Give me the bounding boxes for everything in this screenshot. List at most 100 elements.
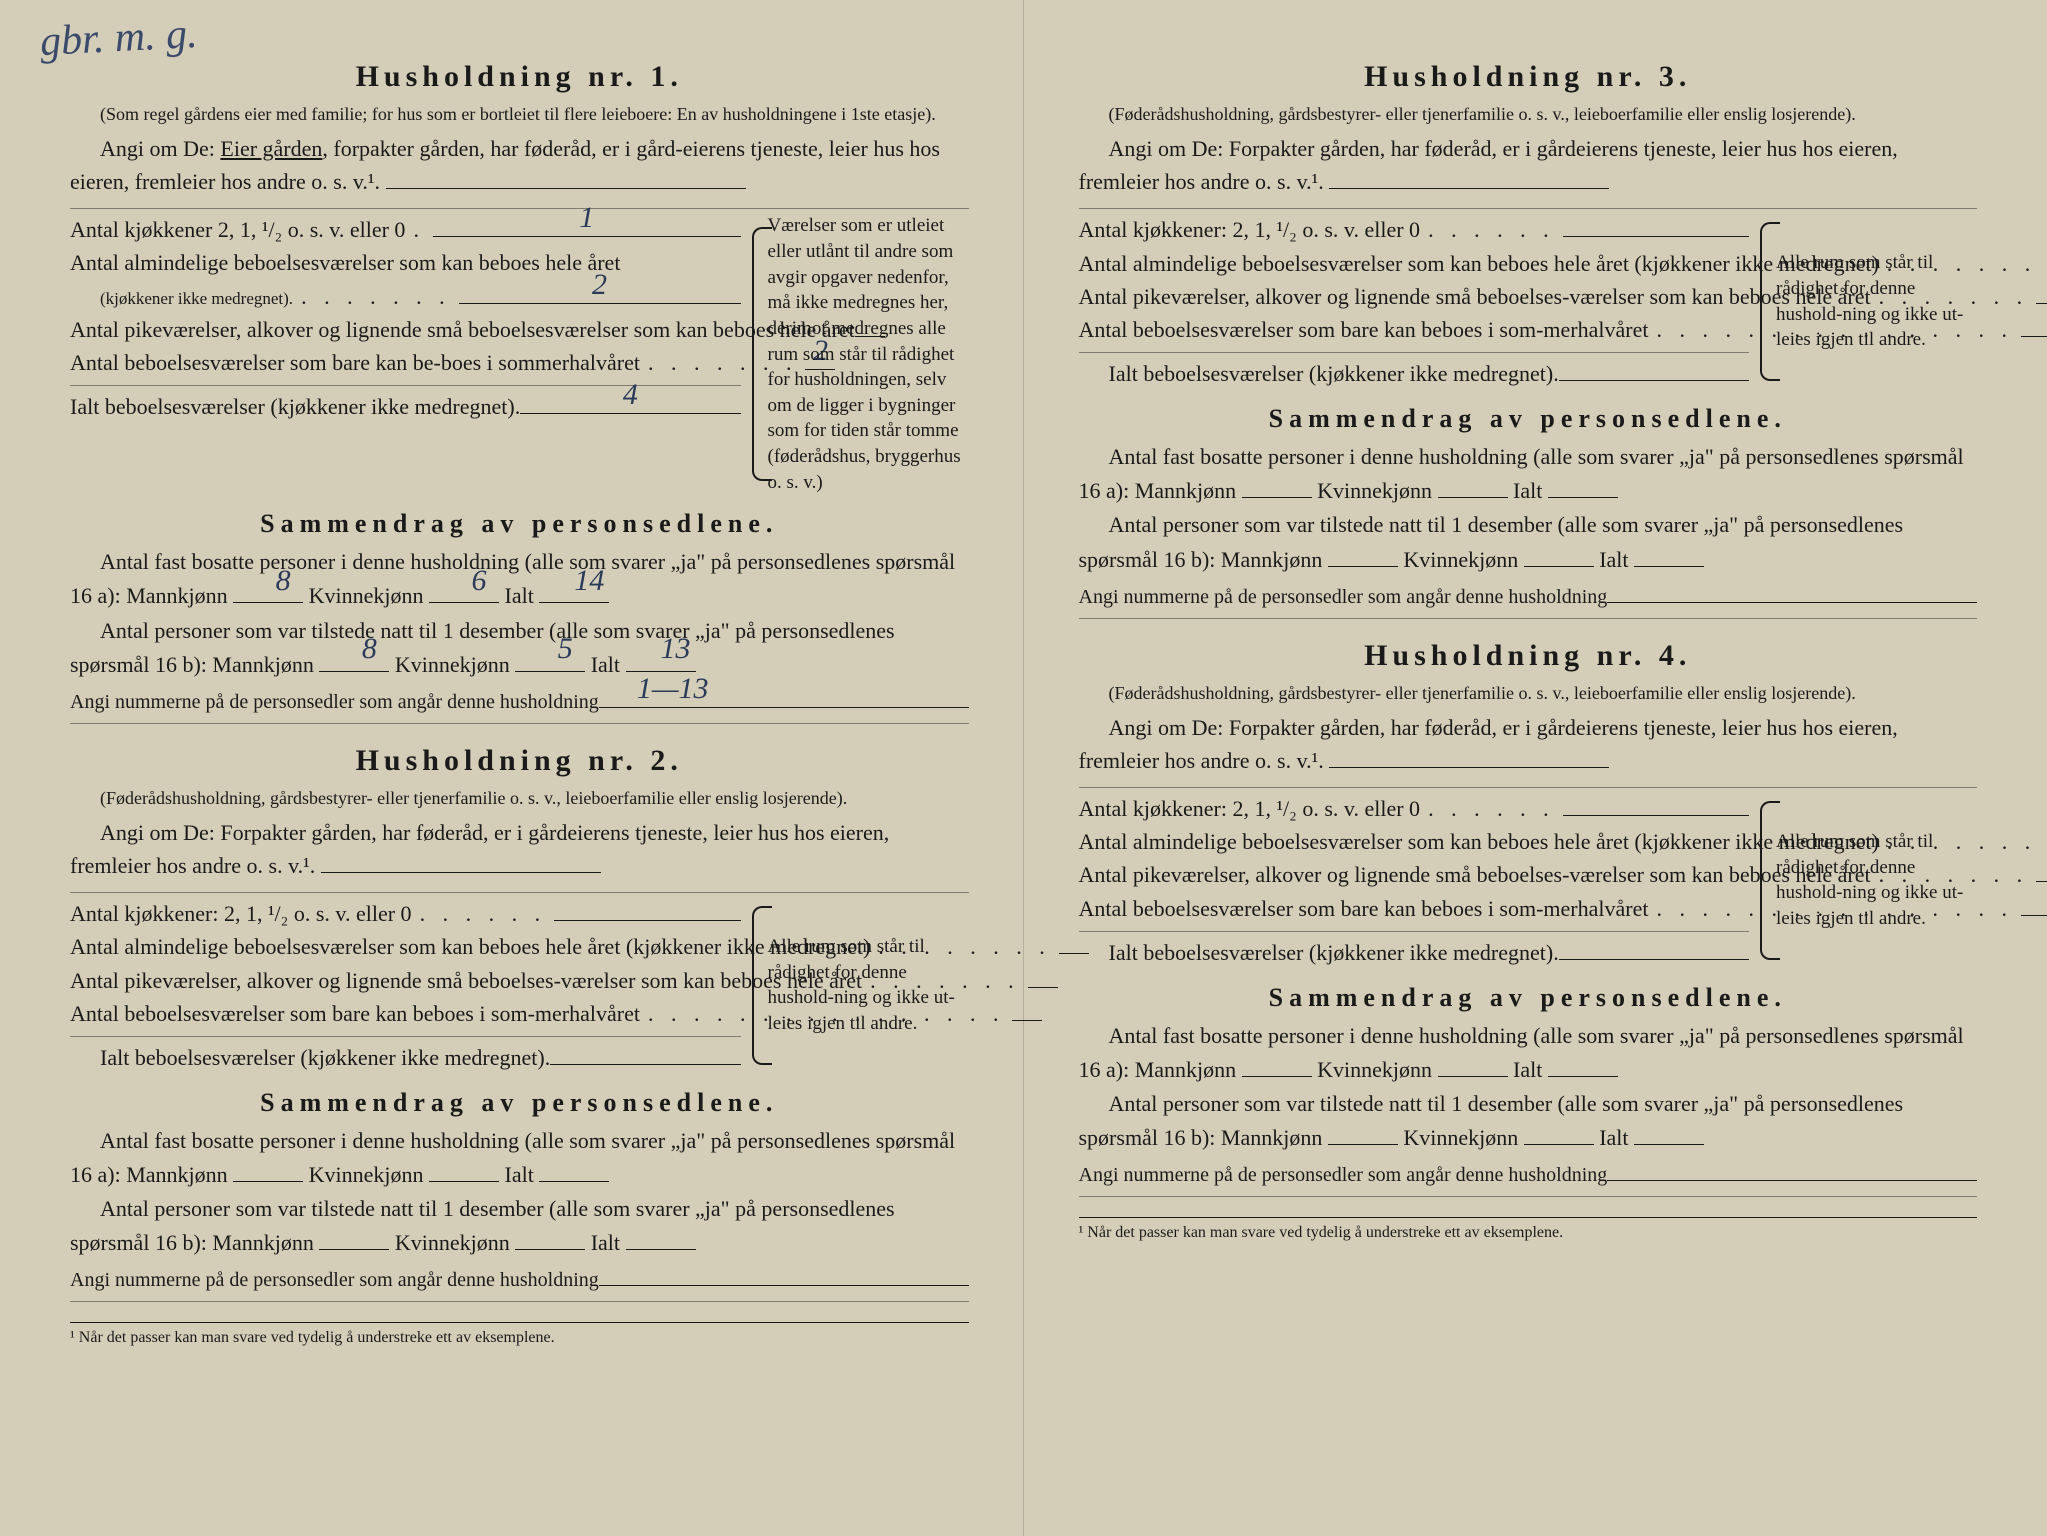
row-summer: Antal beboelsesværelser som bare kan beb… xyxy=(1079,891,1750,924)
hw-value: 4 xyxy=(623,372,638,417)
sidenote-text: Alle rum som står til rådighet for denne… xyxy=(768,934,969,1037)
row-kitchens: Antal kjøkkener: 2, 1, ¹/₂ o. s. v. elle… xyxy=(70,897,741,930)
row-label: Antal kjøkkener 2, 1, ¹/₂ o. s. v. eller… xyxy=(70,213,405,246)
row-value: 2 xyxy=(459,279,741,303)
angi-value xyxy=(1607,1159,1977,1181)
household-subtitle: (Føderådshusholdning, gårdsbestyrer- ell… xyxy=(70,786,969,810)
hw-value: 1 xyxy=(579,195,594,240)
mann-value xyxy=(1328,545,1398,567)
intro-prefix: Angi om De: xyxy=(100,136,220,161)
row-label: Antal pikeværelser, alkover og lignende … xyxy=(1079,858,1871,891)
row-pike: Antal pikeværelser, alkover og lignende … xyxy=(1079,858,1750,891)
household-3: Husholdning nr. 3. (Føderådshusholdning,… xyxy=(1079,60,1978,619)
household-subtitle: (Som regel gårdens eier med familie; for… xyxy=(70,102,969,126)
angi-label: Angi nummerne på de personsedler som ang… xyxy=(1079,582,1608,612)
separator xyxy=(1079,208,1978,209)
angi-line: Angi nummerne på de personsedler som ang… xyxy=(70,686,969,717)
kvinne-label: Kvinnekjønn xyxy=(1317,1057,1432,1082)
household-1: Husholdning nr. 1. (Som regel gårdens ei… xyxy=(70,60,969,724)
separator xyxy=(1079,931,1750,932)
household-4: Husholdning nr. 4. (Føderådshusholdning,… xyxy=(1079,639,1978,1198)
hw-value: 1—13 xyxy=(637,666,709,711)
row-label: Antal almindelige beboelsesværelser som … xyxy=(1079,825,1879,858)
sidenote: Alle rum som står til rådighet for denne… xyxy=(1767,213,1977,390)
household-title: Husholdning nr. 4. xyxy=(1079,639,1978,673)
sidenote-text: Værelser som er utleiet eller utlånt til… xyxy=(768,213,969,495)
row-ordinary-sub: (kjøkkener ikke medregnet). . . . . . . … xyxy=(70,279,741,312)
ialt-label: Ialt xyxy=(505,1162,534,1187)
mann-value xyxy=(319,1228,389,1250)
hw-value: 14 xyxy=(544,558,604,605)
household-2: Husholdning nr. 2. (Føderådshusholdning,… xyxy=(70,744,969,1303)
summary-title: Sammendrag av personsedlene. xyxy=(70,1088,969,1118)
row-value xyxy=(550,1041,740,1065)
ialt-value xyxy=(1548,476,1618,498)
footnote: ¹ Når det passer kan man svare ved tydel… xyxy=(70,1322,969,1347)
mann-value: 8 xyxy=(319,650,389,672)
household-title: Husholdning nr. 3. xyxy=(1079,60,1978,94)
row-total: Ialt beboelsesværelser (kjøkkener ikke m… xyxy=(1079,357,1750,390)
row-pike: Antal pikeværelser, alkover og lignende … xyxy=(70,313,741,346)
kvinne-value xyxy=(1438,1055,1508,1077)
separator xyxy=(70,892,969,893)
hw-value: 5 xyxy=(528,626,573,673)
kvinne-label: Kvinnekjønn xyxy=(1403,547,1518,572)
row-label: Antal beboelsesværelser som bare kan beb… xyxy=(1079,313,1649,346)
separator xyxy=(70,1301,969,1302)
right-page: Husholdning nr. 3. (Føderådshusholdning,… xyxy=(1024,0,2047,1536)
separator xyxy=(1079,787,1978,788)
row-ordinary: Antal almindelige beboelsesværelser som … xyxy=(70,246,741,279)
brace-icon xyxy=(1760,801,1778,960)
household-title: Husholdning nr. 1. xyxy=(70,60,969,94)
sidenote: Alle rum som står til rådighet for denne… xyxy=(1767,792,1977,969)
household-intro: Angi om De: Forpakter gården, har føderå… xyxy=(70,816,969,882)
kvinne-label: Kvinnekjønn xyxy=(309,583,424,608)
kvinne-value xyxy=(1524,1123,1594,1145)
ialt-label: Ialt xyxy=(591,652,620,677)
ialt-label: Ialt xyxy=(1599,547,1628,572)
row-kitchens: Antal kjøkkener 2, 1, ¹/₂ o. s. v. eller… xyxy=(70,213,741,246)
summary-line-1: Antal fast bosatte personer i denne hush… xyxy=(70,545,969,613)
sidenote-text: Alle rum som står til rådighet for denne… xyxy=(1776,250,1977,353)
kvinne-value xyxy=(1438,476,1508,498)
row-label: Antal pikeværelser, alkover og lignende … xyxy=(70,313,855,346)
rows-with-sidenote: Antal kjøkkener 2, 1, ¹/₂ o. s. v. eller… xyxy=(70,213,969,495)
household-intro: Angi om De: Forpakter gården, har føderå… xyxy=(1079,711,1978,777)
margin-note: gbr. m. g. xyxy=(39,16,198,62)
summary-title: Sammendrag av personsedlene. xyxy=(70,509,969,539)
kvinne-value xyxy=(515,1228,585,1250)
summary-title: Sammendrag av personsedlene. xyxy=(1079,983,1978,1013)
separator xyxy=(70,723,969,724)
ialt-label: Ialt xyxy=(505,583,534,608)
row-label: Antal kjøkkener: 2, 1, ¹/₂ o. s. v. elle… xyxy=(70,897,412,930)
row-value xyxy=(2036,858,2047,882)
dots: . . . . . . xyxy=(412,897,555,930)
summary-line-2: Antal personer som var tilstede natt til… xyxy=(70,1192,969,1260)
rows-main: Antal kjøkkener 2, 1, ¹/₂ o. s. v. eller… xyxy=(70,213,741,495)
row-label: Antal almindelige beboelsesværelser som … xyxy=(70,246,620,279)
left-page: gbr. m. g. Husholdning nr. 1. (Som regel… xyxy=(0,0,1024,1536)
kvinne-label: Kvinnekjønn xyxy=(395,1230,510,1255)
dots: . . . . . . xyxy=(1420,792,1563,825)
angi-value xyxy=(599,1264,969,1286)
kvinne-label: Kvinnekjønn xyxy=(1403,1125,1518,1150)
ialt-label: Ialt xyxy=(1599,1125,1628,1150)
row-summer: Antal beboelsesværelser som bare kan beb… xyxy=(70,997,741,1030)
row-label: Ialt beboelsesværelser (kjøkkener ikke m… xyxy=(70,390,520,423)
summary-line-1: Antal fast bosatte personer i denne hush… xyxy=(1079,440,1978,508)
rows-main: Antal kjøkkener: 2, 1, ¹/₂ o. s. v. elle… xyxy=(70,897,741,1074)
row-ordinary: Antal almindelige beboelsesværelser som … xyxy=(1079,825,1750,858)
household-subtitle: (Føderådshusholdning, gårdsbestyrer- ell… xyxy=(1079,681,1978,705)
hw-value: 8 xyxy=(246,558,291,605)
row-ordinary: Antal almindelige beboelsesværelser som … xyxy=(1079,246,1750,279)
row-label: Ialt beboelsesværelser (kjøkkener ikke m… xyxy=(1109,936,1559,969)
row-label: Antal pikeværelser, alkover og lignende … xyxy=(1079,280,1871,313)
kvinne-label: Kvinnekjønn xyxy=(395,652,510,677)
mann-value xyxy=(233,1160,303,1182)
separator xyxy=(1079,618,1978,619)
row-label: Antal beboelsesværelser som bare kan be-… xyxy=(70,346,640,379)
row-label: Antal beboelsesværelser som bare kan beb… xyxy=(70,997,640,1030)
mann-value xyxy=(1242,1055,1312,1077)
summary-line-2: Antal personer som var tilstede natt til… xyxy=(1079,508,1978,576)
kvinne-value: 5 xyxy=(515,650,585,672)
